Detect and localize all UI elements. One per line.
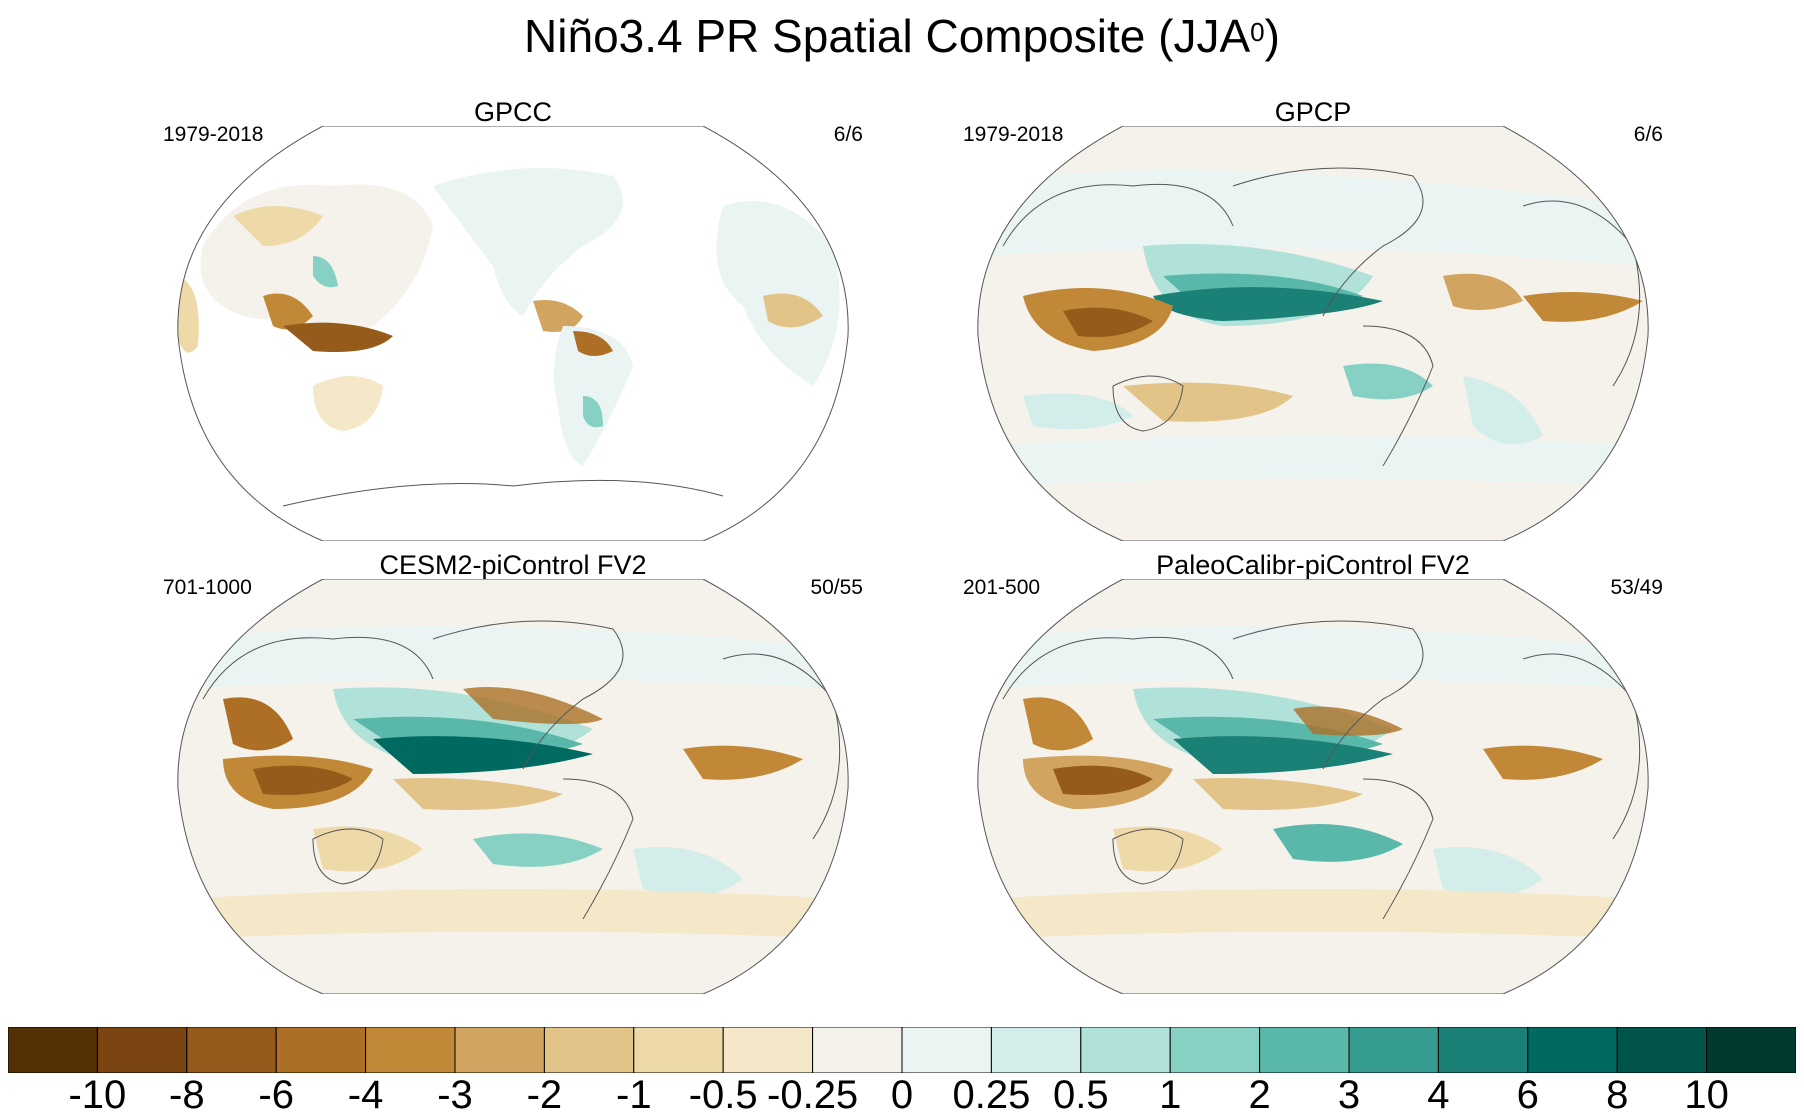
colorbar-swatch: [990, 1027, 1082, 1073]
map-gpcp: [977, 126, 1649, 541]
panel-title: GPCP: [1274, 97, 1352, 127]
colorbar-swatch: [1706, 1027, 1796, 1073]
colorbar-swatch: [1080, 1027, 1171, 1073]
colorbar-tick-label: -8: [169, 1073, 205, 1117]
colorbar-tick-label: -1: [616, 1073, 652, 1117]
panel-count-label: 53/49: [1610, 576, 1663, 599]
colorbar-tick-label: 1: [1159, 1073, 1182, 1117]
colorbar-swatch: [812, 1027, 903, 1073]
colorbar-swatch: [1616, 1027, 1708, 1073]
colorbar-swatch: [543, 1027, 635, 1073]
colorbar-swatch: [901, 1027, 992, 1073]
colorbar-tick-label: 6: [1516, 1073, 1539, 1117]
figure-title-superscript: 0: [1250, 17, 1265, 47]
panel-period-label: 1979-2018: [963, 123, 1064, 146]
map-paleocalibr: [977, 579, 1649, 994]
colorbar-swatch: [1437, 1027, 1529, 1073]
colorbar-tick-label: -6: [258, 1073, 294, 1117]
panel-period-label: 701-1000: [163, 576, 252, 599]
colorbar: [8, 1027, 1796, 1073]
colorbar-swatch: [1527, 1027, 1618, 1073]
map-gpcc: [177, 126, 849, 541]
panel-gpcp: GPCP 1979-2018 6/6: [963, 96, 1663, 541]
colorbar-tick-label: 4: [1427, 1073, 1450, 1117]
colorbar-swatch: [1169, 1027, 1261, 1073]
colorbar-tick-label: -0.5: [688, 1073, 758, 1117]
panel-cesm2: CESM2-piControl FV2 701-1000 50/55: [163, 549, 863, 994]
colorbar-tick-label: 10: [1684, 1073, 1729, 1117]
colorbar-tick-label: -2: [526, 1073, 563, 1117]
colorbar-swatch: [186, 1027, 277, 1073]
map-cesm2: [177, 579, 849, 994]
panel-title: GPCC: [473, 97, 552, 127]
colorbar-labels: -10 -8 -6 -4 -3 -2 -1 -0.5 -0.25 0 0.25 0.5 1 2 3 4 6 8 10: [8, 1073, 1796, 1118]
colorbar-tick-label: 0: [890, 1073, 914, 1117]
colorbar-swatch: [96, 1027, 188, 1073]
colorbar-swatch: [1348, 1027, 1439, 1073]
colorbar-tick-label: -3: [437, 1073, 473, 1117]
panel-period-label: 1979-2018: [163, 123, 264, 146]
colorbar-swatch: [722, 1027, 814, 1073]
colorbar-tick-label: 8: [1606, 1073, 1629, 1117]
colorbar-swatch: [365, 1027, 456, 1073]
panel-paleocalibr: PaleoCalibr-piControl FV2 201-500 53/49: [963, 549, 1663, 994]
panel-title: CESM2-piControl FV2: [379, 550, 647, 580]
colorbar-tick-label: 0.5: [1052, 1073, 1109, 1117]
colorbar-swatch: [8, 1027, 98, 1073]
colorbar-tick-label: -0.25: [767, 1073, 859, 1117]
colorbar-swatch: [633, 1027, 724, 1073]
colorbar-swatch: [275, 1027, 367, 1073]
panel-count-label: 50/55: [810, 576, 863, 599]
colorbar-tick-label: 3: [1337, 1073, 1361, 1117]
panel-title: PaleoCalibr-piControl FV2: [1156, 550, 1470, 580]
figure-title-main: Niño3.4 PR Spatial Composite (JJA: [524, 10, 1251, 62]
colorbar-tick-label: -10: [68, 1073, 127, 1117]
colorbar-tick-label: 2: [1248, 1073, 1271, 1117]
panel-count-label: 6/6: [1633, 123, 1663, 146]
colorbar-swatch: [1259, 1027, 1350, 1073]
colorbar-tick-label: 0.25: [952, 1073, 1031, 1117]
figure-title: Niño3.4 PR Spatial Composite (JJA0): [0, 8, 1804, 64]
panel-period-label: 201-500: [963, 576, 1041, 599]
panel-gpcc: GPCC 1979-2018 6/6: [163, 96, 863, 541]
figure-title-close: ): [1264, 10, 1280, 62]
colorbar-swatch: [454, 1027, 545, 1073]
panel-count-label: 6/6: [833, 123, 863, 146]
colorbar-tick-label: -4: [347, 1073, 384, 1117]
